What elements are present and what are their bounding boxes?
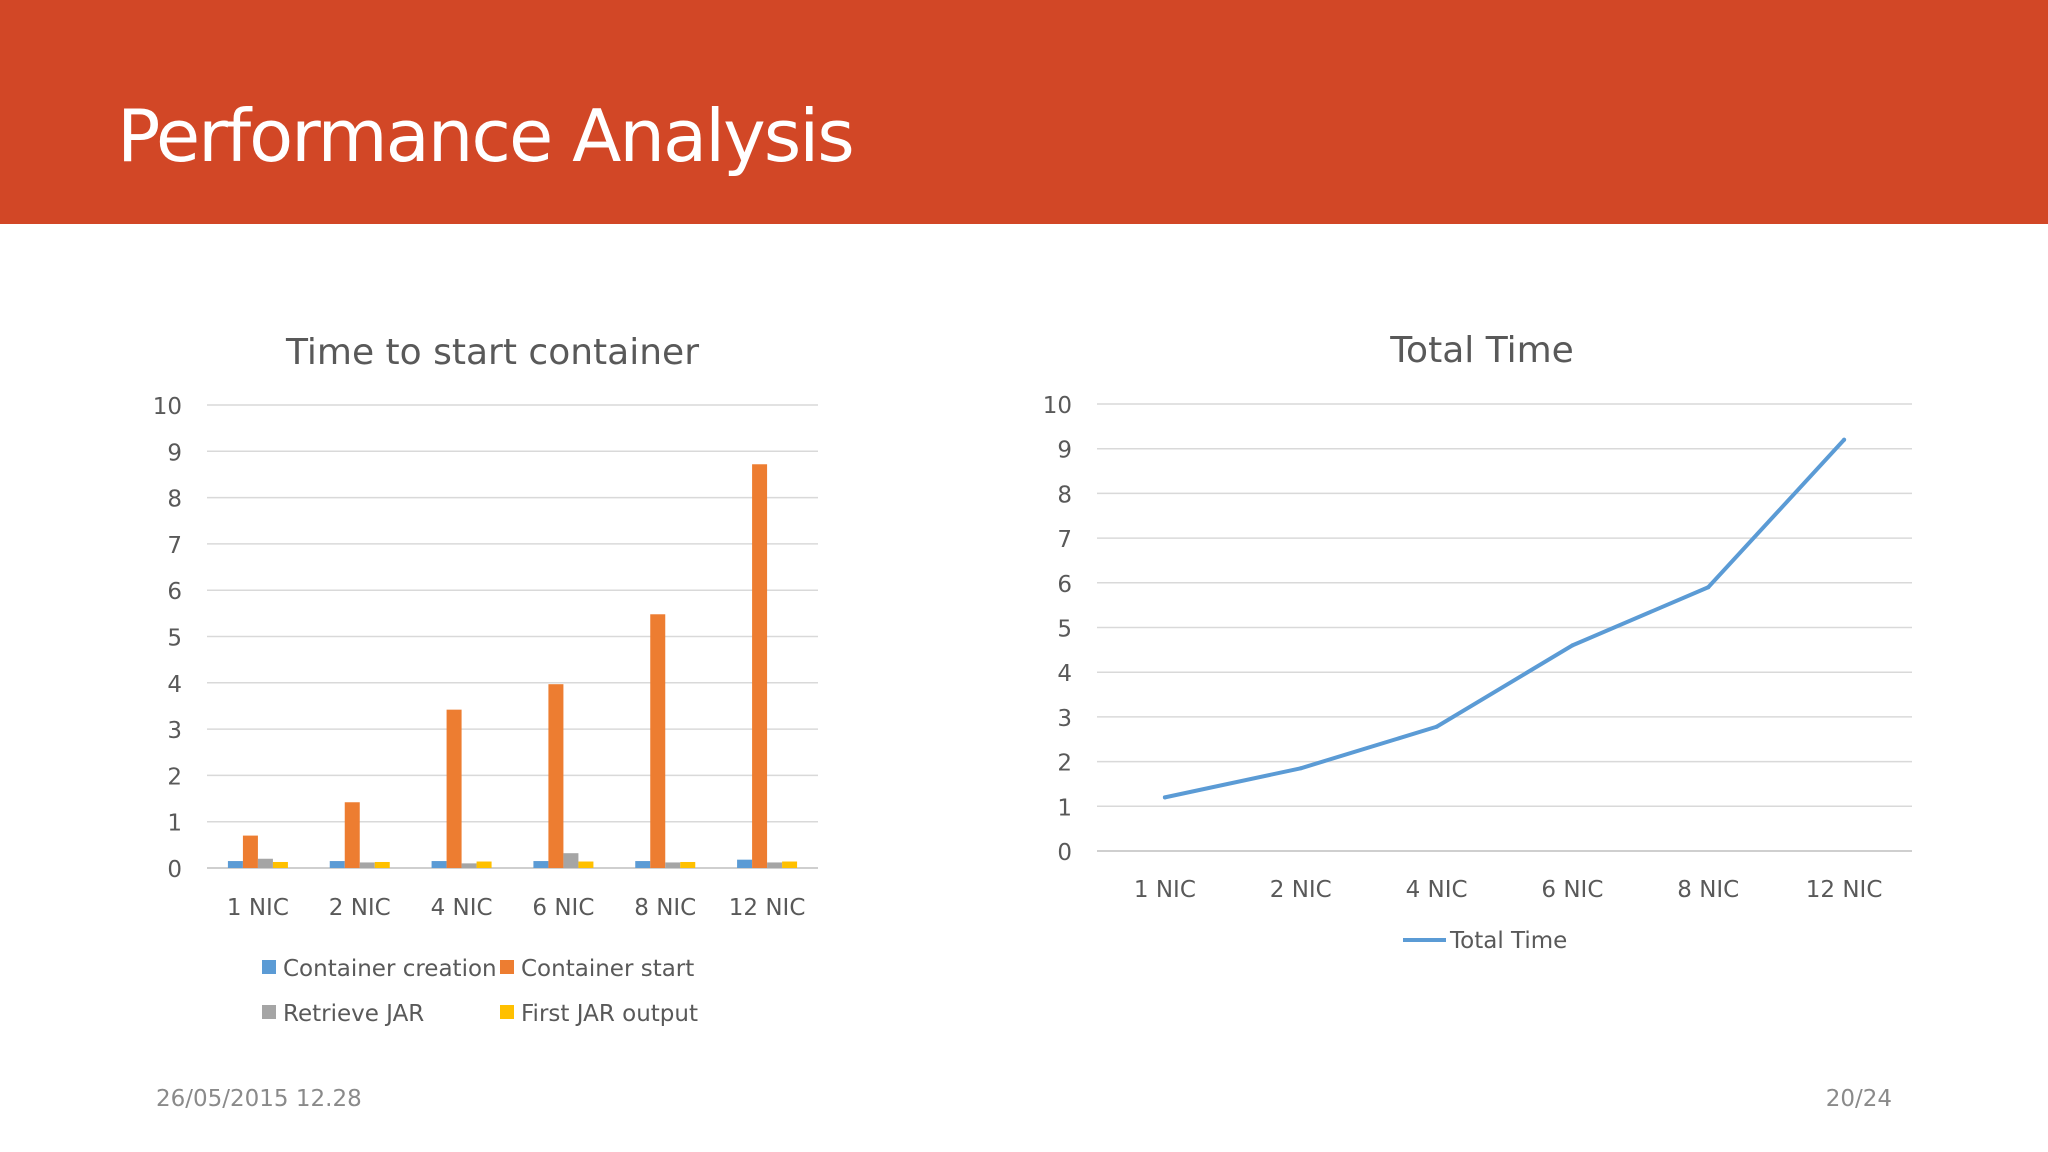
chart-title: Total Time [1389, 330, 1574, 371]
bar [242, 835, 258, 868]
data-point [1434, 724, 1439, 729]
y-tick-label: 3 [167, 718, 182, 744]
slide-page-number: 20/24 [1825, 1086, 1892, 1112]
bar [563, 853, 579, 868]
x-tick-label: 4 NIC [431, 895, 493, 921]
slide-title: Performance Analysis [117, 94, 855, 178]
y-tick-label: 10 [153, 394, 182, 420]
legend-label: First JAR output [521, 1001, 698, 1027]
bar [665, 862, 681, 868]
slide-date: 26/05/2015 12.28 [156, 1086, 362, 1112]
bar [431, 861, 447, 868]
x-tick-label: 1 NIC [227, 895, 289, 921]
data-point [1842, 437, 1847, 442]
bar [461, 863, 477, 868]
x-tick-label: 1 NIC [1134, 877, 1196, 903]
y-tick-label: 1 [167, 811, 182, 837]
data-point [1570, 643, 1575, 648]
x-tick-label: 12 NIC [1806, 877, 1883, 903]
bar [446, 709, 462, 868]
y-tick-label: 0 [167, 857, 182, 883]
y-tick-label: 2 [1057, 751, 1072, 777]
bar [329, 861, 345, 868]
x-tick-label: 4 NIC [1406, 877, 1468, 903]
bar [344, 802, 360, 868]
x-tick-label: 6 NIC [532, 895, 594, 921]
y-tick-label: 5 [167, 626, 182, 652]
series-line [1162, 437, 1847, 800]
bar [548, 684, 564, 868]
legend-swatch [500, 960, 514, 974]
data-point [1706, 585, 1711, 590]
legend-label: Total Time [1449, 928, 1567, 954]
y-tick-label: 7 [167, 533, 182, 559]
x-tick-label: 2 NIC [329, 895, 391, 921]
legend-swatch [262, 960, 276, 974]
bar [359, 862, 375, 868]
bar [752, 464, 768, 868]
y-tick-label: 7 [1057, 527, 1072, 553]
y-tick-label: 6 [167, 579, 182, 605]
bar [737, 859, 753, 868]
x-tick-label: 6 NIC [1541, 877, 1603, 903]
bar [680, 861, 696, 868]
y-tick-label: 9 [167, 440, 182, 466]
data-point [1298, 766, 1303, 771]
x-tick-label: 12 NIC [729, 895, 806, 921]
y-tick-label: 1 [1057, 795, 1072, 821]
legend-label: Retrieve JAR [283, 1001, 424, 1027]
y-tick-label: 3 [1057, 706, 1072, 732]
y-tick-label: 6 [1057, 572, 1072, 598]
legend-swatch [262, 1005, 276, 1019]
y-tick-label: 0 [1057, 840, 1072, 866]
title-bar: Performance Analysis [0, 0, 2048, 224]
y-tick-label: 8 [167, 487, 182, 513]
bar [257, 858, 273, 868]
y-tick-label: 9 [1057, 438, 1072, 464]
bar [476, 861, 492, 868]
bar [578, 861, 594, 868]
bar [533, 861, 549, 868]
legend-label: Container creation [283, 956, 497, 982]
x-tick-label: 8 NIC [1677, 877, 1739, 903]
y-tick-label: 10 [1043, 393, 1072, 419]
bar [272, 861, 288, 868]
legend-swatch [500, 1005, 514, 1019]
x-tick-label: 2 NIC [1270, 877, 1332, 903]
bar [635, 861, 651, 868]
bar [767, 862, 783, 868]
bar [374, 861, 390, 868]
y-tick-label: 4 [167, 672, 182, 698]
y-tick-label: 5 [1057, 617, 1072, 643]
y-tick-label: 8 [1057, 482, 1072, 508]
legend-label: Container start [521, 956, 694, 982]
x-tick-label: 8 NIC [634, 895, 696, 921]
bar [650, 614, 666, 868]
y-tick-label: 4 [1057, 661, 1072, 687]
chart-title: Time to start container [285, 332, 699, 373]
bar [227, 861, 243, 868]
data-point [1162, 795, 1167, 800]
bar [782, 861, 798, 868]
y-tick-label: 2 [167, 764, 182, 790]
